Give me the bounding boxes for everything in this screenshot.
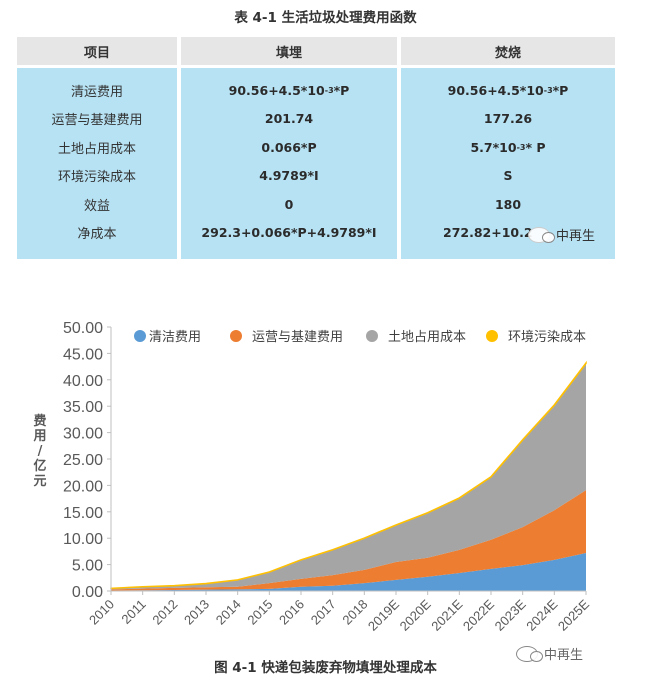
cell-item: 运营与基建费用: [51, 113, 143, 129]
table-header-row: 项目 填埋 焚烧: [17, 37, 615, 65]
header-incineration: 焚烧: [401, 37, 615, 65]
x-tick-label: 2024E: [523, 596, 560, 633]
cell-item: 清运费用: [70, 84, 123, 100]
cell-landfill: 0.066*P: [261, 139, 317, 155]
x-tick-label: 2017: [308, 597, 339, 628]
cell-incineration: S: [503, 168, 513, 184]
y-tick-label: 25.00: [63, 452, 103, 469]
legend-label: 土地占用成本: [388, 330, 466, 345]
y-axis-label: 亿: [33, 458, 46, 474]
formula-exponent: -3: [516, 142, 526, 152]
cell-landfill: 0: [284, 196, 294, 212]
table-body: 清运费用 运营与基建费用 土地占用成本 环境污染成本 效益 净成本 90.56+…: [17, 68, 615, 259]
column-item: 清运费用 运营与基建费用 土地占用成本 环境污染成本 效益 净成本: [17, 68, 177, 259]
x-tick-label: 2014: [213, 597, 244, 628]
stacked-area-chart: 0.00 5.00 10.00 15.00 20.00 25.00 30.00 35.00 40…: [32, 320, 592, 634]
header-landfill: 填埋: [181, 37, 397, 65]
legend-marker: [366, 330, 378, 342]
x-tick-label: 2025E: [555, 596, 592, 633]
cell-landfill: 4.9789*I: [259, 168, 319, 184]
y-axis-label: /: [38, 444, 43, 459]
watermark: 中再生: [516, 644, 583, 663]
y-tick-label: 10.00: [63, 531, 103, 548]
formula-tail: *P: [333, 82, 350, 98]
x-tick-label: 2021E: [428, 596, 465, 633]
area-series-3: [110, 360, 587, 590]
watermark-text: 中再生: [544, 648, 584, 663]
x-tick-label: 2022E: [460, 596, 497, 633]
cell-incineration: 90.56+4.5*10 -3 *P: [401, 76, 615, 105]
y-axis-label: 费: [33, 413, 46, 429]
legend-marker: [486, 330, 498, 342]
legend-marker: [134, 330, 146, 342]
cost-function-table: 项目 填埋 焚烧 清运费用 运营与基建费用 土地占用成本 环境污染成本 效益 净…: [17, 37, 615, 259]
legend-label: 运营与基建费用: [252, 330, 343, 345]
cell-incineration: 180: [494, 196, 522, 212]
cell-incineration: 5.7*10 -3 * P: [401, 133, 615, 162]
formula-tail: *P: [552, 82, 569, 98]
watermark-text: 中再生: [556, 229, 596, 244]
cell-item: 土地占用成本: [57, 141, 136, 157]
cell-landfill: 292.3+0.066*P+4.9789*I: [201, 225, 377, 241]
y-tick-label: 0.00: [72, 584, 103, 601]
cell-item: 环境污染成本: [57, 170, 136, 186]
watermark: 中再生: [528, 225, 595, 244]
area-series-2: [111, 363, 586, 590]
y-tick-label: 40.00: [63, 373, 103, 390]
y-tick-label: 15.00: [63, 505, 103, 522]
cell-incineration: 272.82+10.2: [443, 225, 533, 241]
formula-tail: * P: [525, 139, 546, 155]
legend-label: 环境污染成本: [508, 330, 586, 345]
x-tick-label: 2011: [118, 597, 148, 627]
x-tick-label: 2010: [86, 597, 117, 628]
y-tick-label: 30.00: [63, 426, 103, 443]
header-item: 项目: [17, 37, 177, 65]
cell-landfill: 90.56+4.5*10 -3 *P: [181, 76, 397, 105]
area-series-0: [111, 552, 586, 591]
x-tick-label: 2015: [244, 597, 275, 628]
formula-base: 90.56+4.5*10: [447, 82, 544, 98]
cell-incineration: 177.26: [483, 111, 533, 127]
y-axis-label: 元: [33, 474, 46, 489]
y-tick-label: 35.00: [63, 399, 103, 416]
formula-base: 90.56+4.5*10: [228, 82, 325, 98]
x-tick-label: 2019E: [365, 596, 402, 633]
x-tick-label: 2023E: [492, 596, 529, 633]
legend-label: 清洁费用: [149, 330, 201, 345]
y-axis-label: 用: [32, 429, 46, 444]
cell-item: 效益: [83, 198, 110, 214]
figure-caption: 图 4-1 快递包装废弃物填埋处理成本: [214, 660, 437, 676]
cell-item: 净成本: [77, 227, 117, 243]
column-incineration: 90.56+4.5*10 -3 *P 177.26 5.7*10 -3 * P S 18…: [401, 68, 615, 259]
formula-base: 5.7*10: [470, 139, 517, 155]
area-series-1: [111, 490, 586, 591]
y-tick-label: 20.00: [63, 478, 103, 495]
formula-exponent: -3: [324, 85, 334, 95]
x-tick-label: 2013: [181, 597, 212, 628]
x-tick-label: 2012: [149, 597, 180, 628]
y-tick-label: 5.00: [72, 558, 103, 575]
column-landfill: 90.56+4.5*10 -3 *P 201.74 0.066*P 4.9789*I…: [181, 68, 397, 259]
wechat-icon: [516, 645, 543, 662]
table-title: 表 4-1 生活垃圾处理费用函数: [234, 10, 417, 26]
legend-marker: [230, 330, 242, 342]
cell-landfill: 201.74: [264, 111, 314, 127]
formula-exponent: -3: [543, 85, 553, 95]
x-tick-label: 2020E: [397, 596, 434, 633]
y-tick-label: 50.00: [63, 320, 103, 337]
x-tick-label: 2016: [276, 597, 307, 628]
wechat-icon: [528, 226, 555, 243]
y-tick-label: 45.00: [63, 346, 103, 363]
